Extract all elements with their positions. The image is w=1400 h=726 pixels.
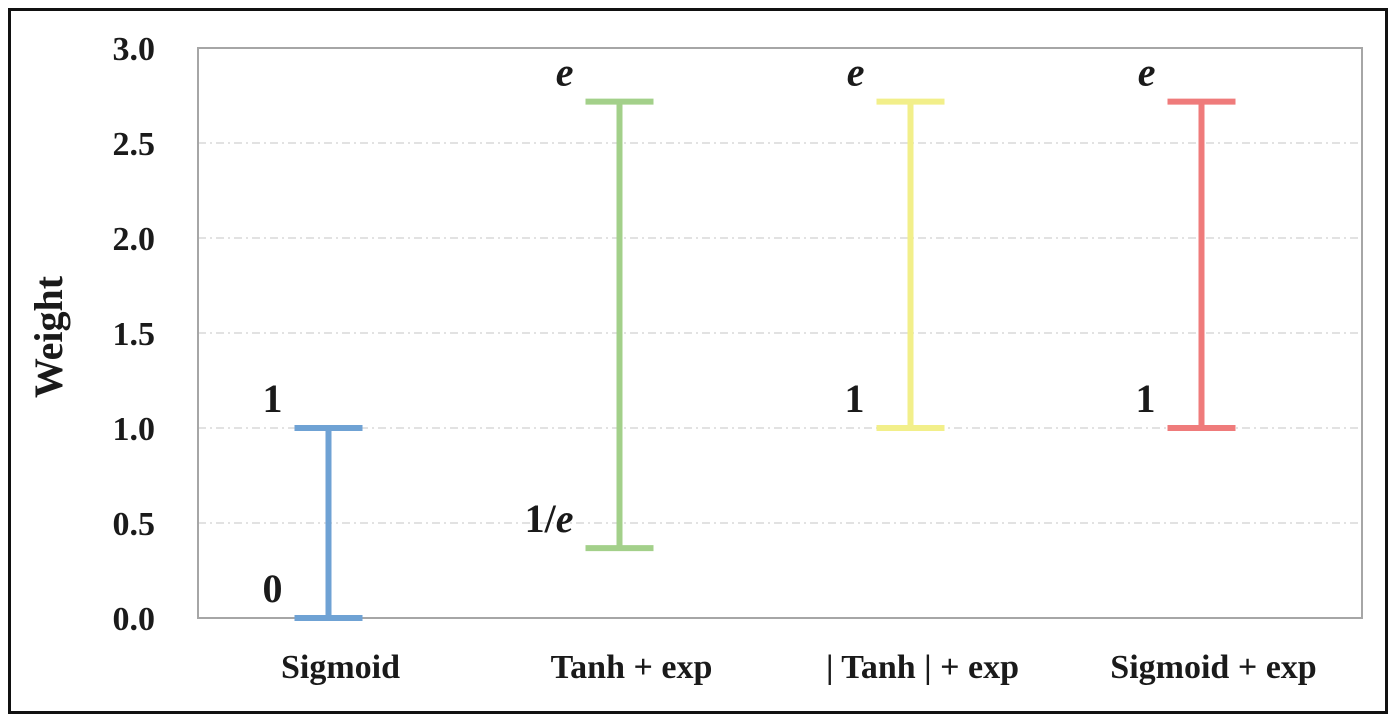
x-category-label: | Tanh | + exp — [826, 649, 1019, 686]
range-bar-tanh-exp: e1 — [845, 50, 945, 431]
range-bar-tanh-exp: e 1/e — [525, 50, 654, 552]
range-label-low: 0 — [263, 566, 283, 611]
y-axis-label: Weight — [26, 275, 71, 398]
x-category-label: Sigmoid + exp — [1110, 649, 1316, 686]
y-tick-label: 0.5 — [113, 506, 156, 543]
x-category-label: Sigmoid — [281, 649, 400, 686]
plot-area-border — [197, 47, 1363, 619]
y-tick-label: 3.0 — [113, 31, 156, 68]
range-label-high: 1 — [263, 376, 283, 421]
chart-frame — [8, 8, 1388, 714]
range-label-high: e — [556, 50, 574, 95]
range-label-high: e — [1138, 50, 1156, 95]
y-tick-label: 1.5 — [113, 316, 156, 353]
y-tick-label: 0.0 — [113, 601, 156, 638]
range-label-high: e — [847, 50, 865, 95]
x-category-label: Tanh + exp — [551, 649, 713, 686]
range-label-low: 1/e — [525, 496, 574, 541]
y-tick-label: 2.0 — [113, 221, 156, 258]
y-tick-label: 2.5 — [113, 126, 156, 163]
range-label-low: 1 — [1136, 376, 1156, 421]
y-tick-label: 1.0 — [113, 411, 156, 448]
range-label-low: 1 — [845, 376, 865, 421]
range-bar-sigmoid-exp: e1 — [1136, 50, 1236, 431]
range-bar-sigmoid: 10 — [263, 376, 363, 621]
